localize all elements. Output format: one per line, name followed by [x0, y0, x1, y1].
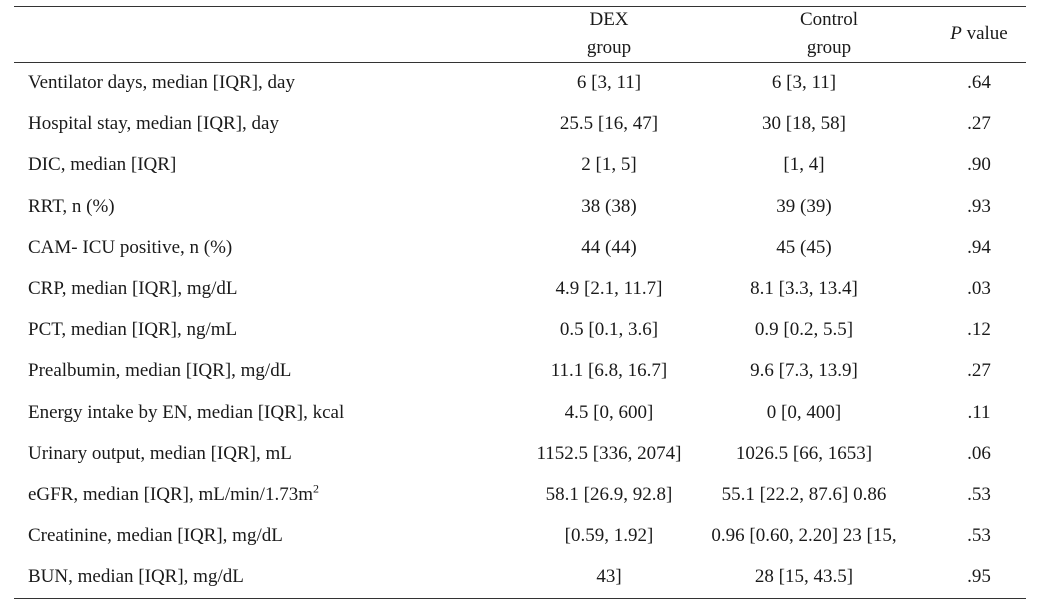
row-control-value: 28 [15, 43.5]: [754, 566, 854, 588]
row-p-value: .53: [967, 525, 991, 547]
row-p-value: .95: [967, 566, 991, 588]
header-p-rest: value: [961, 23, 1008, 44]
row-control-value: 8.1 [3.3, 13.4]: [750, 277, 858, 299]
row-dex-value: 11.1 [6.8, 16.7]: [550, 360, 668, 382]
row-p-value: .53: [967, 483, 991, 505]
row-control-value: 45 (45): [776, 236, 832, 258]
header-dex-group: DEX group: [534, 6, 684, 62]
row-dex-value: 44 (44): [581, 236, 637, 258]
row-p-value: .93: [967, 195, 991, 217]
row-dex-value: 43]: [596, 566, 622, 588]
row-p-value: .94: [967, 236, 991, 258]
row-label: DIC, median [IQR]: [28, 154, 177, 176]
row-control-value: 0.9 [0.2, 5.5]: [754, 319, 854, 341]
header-dex-line1: DEX: [589, 9, 629, 30]
row-dex-value: 38 (38): [581, 195, 637, 217]
table-row: PCT, median [IQR], ng/mL 0.5 [0.1, 3.6] …: [14, 309, 1026, 350]
table-top-rule: [14, 6, 1026, 7]
results-table: DEX group Control group P value Ventilat…: [14, 0, 1026, 609]
table-header: DEX group Control group P value: [14, 6, 1026, 62]
row-label-text: eGFR, median [IQR], mL/min/1.73m: [28, 483, 313, 505]
row-dex-value: 2 [1, 5]: [581, 154, 637, 176]
row-p-value: .64: [967, 72, 991, 93]
table-row: Urinary output, median [IQR], mL 1152.5 …: [14, 433, 1026, 474]
row-dex-value: 1152.5 [336, 2074]: [536, 442, 682, 464]
row-control-value: [1, 4]: [783, 154, 825, 176]
row-p-value: .27: [967, 113, 991, 135]
row-p-value: .06: [967, 442, 991, 464]
row-label: PCT, median [IQR], ng/mL: [28, 319, 238, 341]
header-p-italic: P: [950, 23, 962, 44]
table-header-rule: [14, 62, 1026, 63]
row-label-superscript: 2: [312, 481, 319, 496]
row-label: Urinary output, median [IQR], mL: [28, 442, 292, 464]
row-p-value: .12: [967, 319, 991, 341]
header-control-line2: group: [806, 37, 852, 58]
row-dex-value: 58.1 [26.9, 92.8]: [545, 483, 673, 505]
row-control-value: 55.1 [22.2, 87.6] 0.86: [721, 483, 887, 505]
row-dex-value: 0.5 [0.1, 3.6]: [559, 319, 659, 341]
row-label: RRT, n (%): [28, 195, 115, 217]
table-row: BUN, median [IQR], mg/dL 43] 28 [15, 43.…: [14, 556, 1026, 597]
row-control-value: 0.96 [0.60, 2.20] 23 [15,: [711, 525, 897, 547]
row-p-value: .11: [967, 401, 991, 423]
row-control-value: 9.6 [7.3, 13.9]: [750, 360, 858, 382]
row-dex-value: 25.5 [16, 47]: [559, 113, 659, 135]
table-row: Ventilator days, median [IQR], day 6 [3,…: [14, 62, 1026, 103]
row-label: CRP, median [IQR], mg/dL: [28, 277, 238, 299]
table-row: DIC, median [IQR] 2 [1, 5] [1, 4] .90: [14, 144, 1026, 185]
row-label: eGFR, median [IQR], mL/min/1.73m2: [28, 474, 319, 515]
row-label: Energy intake by EN, median [IQR], kcal: [28, 401, 345, 423]
row-control-value: 30 [18, 58]: [762, 113, 846, 135]
row-label: Creatinine, median [IQR], mg/dL: [28, 525, 283, 547]
row-label: CAM- ICU positive, n (%): [28, 236, 233, 258]
table-row: Hospital stay, median [IQR], day 25.5 [1…: [14, 103, 1026, 144]
table-bottom-rule: [14, 598, 1026, 599]
row-dex-value: 4.9 [2.1, 11.7]: [555, 277, 663, 299]
header-p-value: P value: [932, 20, 1026, 48]
row-label: BUN, median [IQR], mg/dL: [28, 566, 244, 588]
row-control-value: 0 [0, 400]: [766, 401, 842, 423]
table-row: Energy intake by EN, median [IQR], kcal …: [14, 392, 1026, 433]
table-row: CRP, median [IQR], mg/dL 4.9 [2.1, 11.7]…: [14, 268, 1026, 309]
header-control-group: Control group: [754, 6, 904, 62]
row-p-value: .90: [967, 154, 991, 176]
row-label: Hospital stay, median [IQR], day: [28, 113, 279, 135]
row-dex-value: 6 [3, 11]: [576, 72, 642, 93]
row-control-value: 6 [3, 11]: [771, 72, 837, 93]
header-control-line1: Control: [799, 9, 859, 30]
row-label: Prealbumin, median [IQR], mg/dL: [28, 360, 292, 382]
row-control-value: 39 (39): [776, 195, 832, 217]
row-p-value: .03: [967, 277, 991, 299]
header-dex-line2: group: [586, 37, 632, 58]
row-label: Ventilator days, median [IQR], day: [28, 72, 295, 93]
row-control-value: 1026.5 [66, 1653]: [735, 442, 873, 464]
table-row: Creatinine, median [IQR], mg/dL [0.59, 1…: [14, 515, 1026, 556]
row-p-value: .27: [967, 360, 991, 382]
table-row: RRT, n (%) 38 (38) 39 (39) .93: [14, 186, 1026, 227]
table-body: Ventilator days, median [IQR], day 6 [3,…: [14, 62, 1026, 597]
row-dex-value: [0.59, 1.92]: [564, 525, 654, 547]
table-row: eGFR, median [IQR], mL/min/1.73m2 58.1 […: [14, 474, 1026, 515]
table-row: CAM- ICU positive, n (%) 44 (44) 45 (45)…: [14, 227, 1026, 268]
table-row: Prealbumin, median [IQR], mg/dL 11.1 [6.…: [14, 350, 1026, 391]
row-dex-value: 4.5 [0, 600]: [564, 401, 654, 423]
